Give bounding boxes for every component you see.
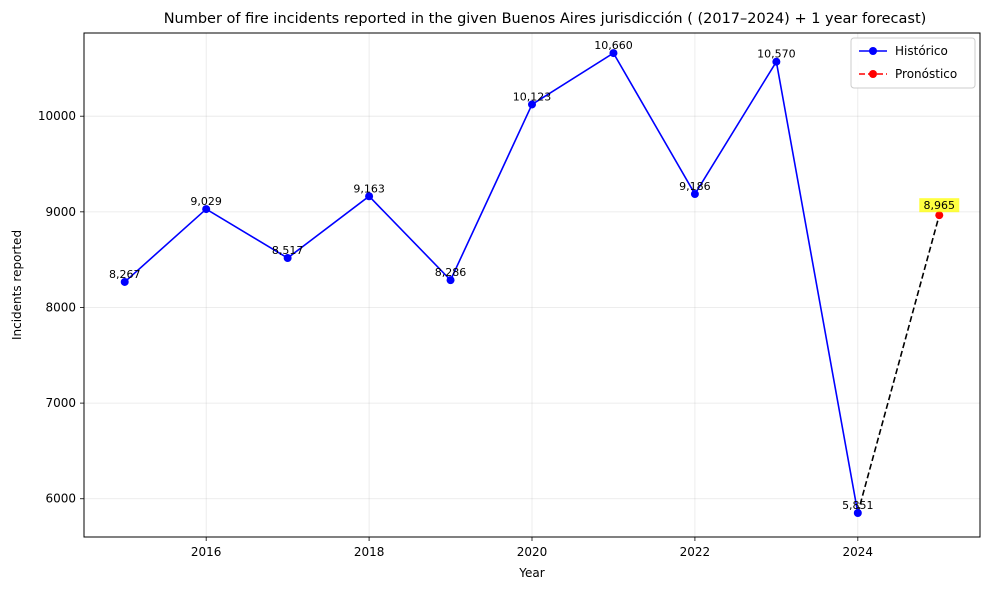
historico-data-label: 8,286	[435, 266, 467, 279]
pronostico-label-highlight	[919, 198, 960, 213]
y-tick-label: 9000	[45, 205, 76, 219]
x-tick-label: 2018	[354, 545, 385, 559]
y-tick-label: 7000	[45, 396, 76, 410]
chart-title: Number of fire incidents reported in the…	[164, 11, 927, 27]
legend-label-1: Pronóstico	[895, 67, 957, 81]
legend-marker-1	[869, 70, 877, 78]
x-tick-label: 2016	[191, 545, 222, 559]
pronostico-point	[935, 211, 944, 220]
x-tick-label: 2020	[517, 545, 548, 559]
historico-point	[853, 508, 862, 517]
grid	[84, 33, 980, 537]
historico-data-label: 8,267	[109, 268, 141, 281]
historico-point	[202, 205, 211, 214]
y-tick-label: 8000	[45, 300, 76, 314]
legend-marker-0	[869, 47, 877, 55]
pronostico-data-label: 8,965	[924, 199, 956, 212]
historico-point	[528, 100, 536, 109]
historico-point	[283, 254, 292, 263]
historico-data-label: 10,570	[757, 48, 796, 61]
historico-data-label: 5,851	[842, 499, 874, 512]
series-lines	[124, 51, 941, 514]
pronostico-line	[857, 214, 941, 514]
historico-data-label: 9,029	[190, 195, 222, 208]
legend: Histórico Pronóstico	[850, 37, 976, 89]
historico-point	[446, 276, 455, 285]
historico-data-label: 10,123	[513, 90, 552, 103]
historico-line	[124, 51, 859, 514]
x-tick-label: 2024	[843, 545, 874, 559]
series-markers	[120, 49, 944, 517]
historico-data-label: 9,163	[353, 182, 385, 195]
historico-point	[120, 277, 129, 286]
y-tick-label: 10000	[38, 109, 76, 123]
historico-point	[609, 49, 618, 58]
legend-label-0: Histórico	[895, 44, 948, 58]
historico-point	[365, 192, 374, 201]
historico-data-label: 10,660	[594, 39, 633, 52]
historico-data-label: 8,517	[272, 244, 304, 257]
x-axis-label: Year	[518, 566, 544, 580]
data-labels: 8,267 9,029 8,517 9,163 8,286 10,123 10,660 9,1…	[109, 39, 960, 512]
historico-data-label: 9,186	[679, 180, 711, 193]
historico-point	[772, 57, 781, 66]
y-axis-label: Incidents reported	[10, 230, 24, 340]
axis-ticks: 2016 2018 2020 2022 2024 6000 7000 8000 9000 1000…	[38, 109, 873, 559]
historico-point	[690, 190, 699, 199]
y-tick-label: 6000	[45, 492, 76, 506]
x-tick-label: 2022	[680, 545, 711, 559]
